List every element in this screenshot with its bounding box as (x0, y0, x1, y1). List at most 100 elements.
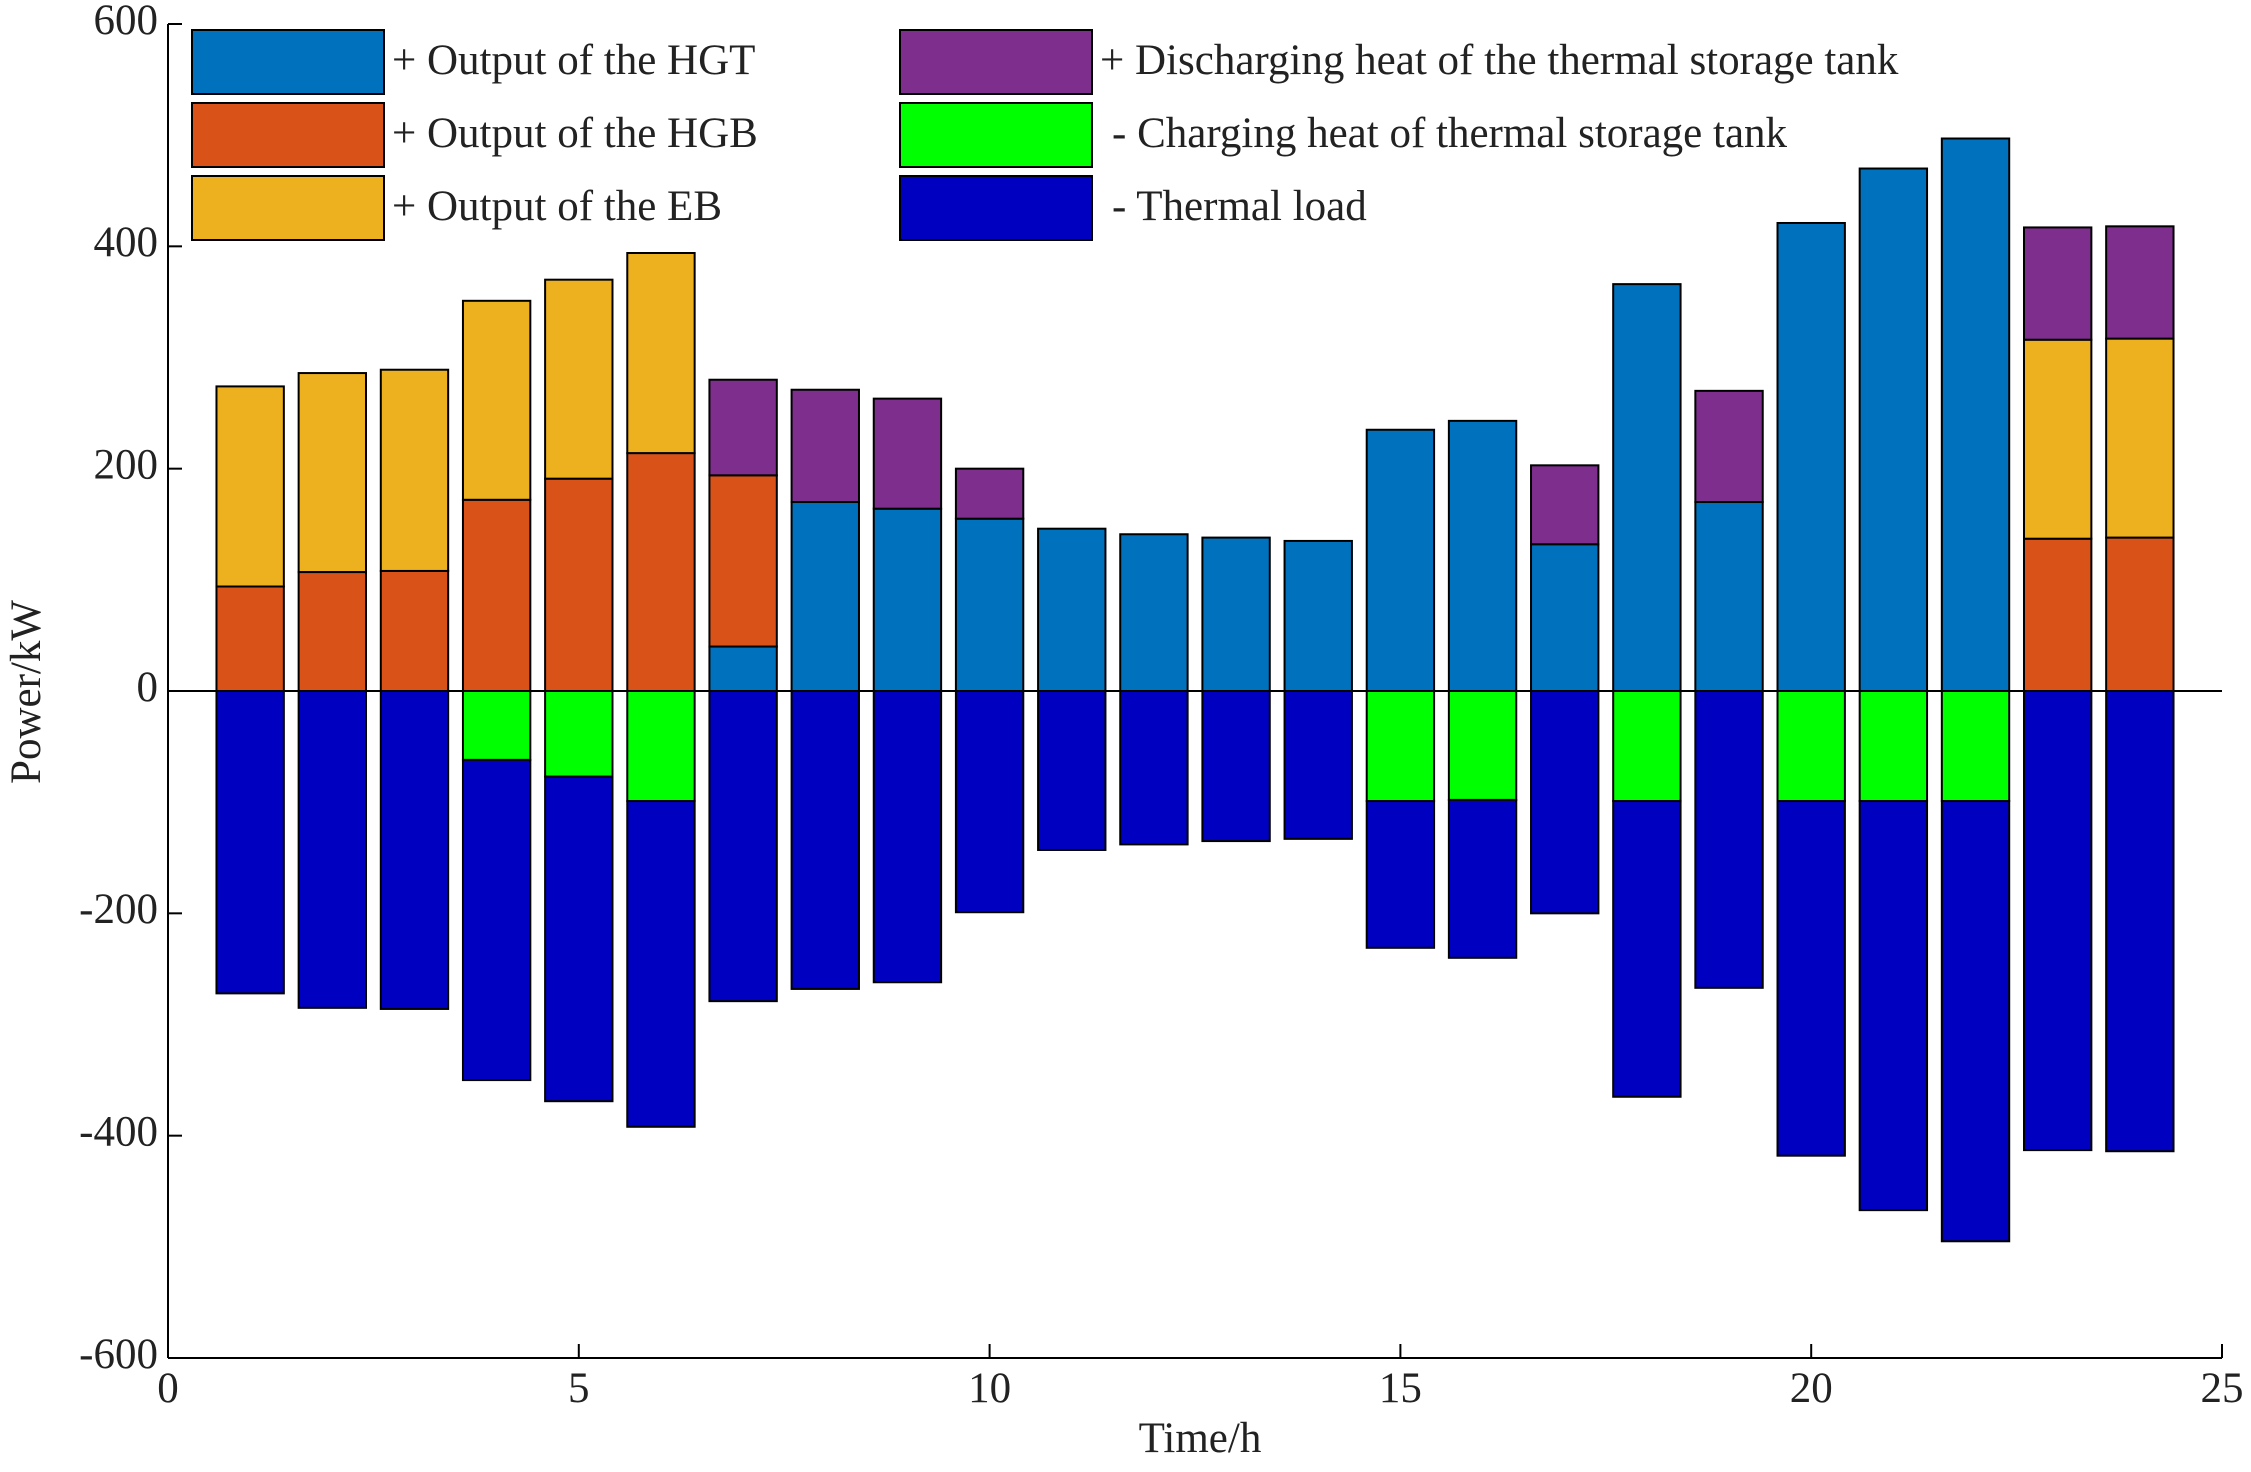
bar-segment (790, 501, 860, 692)
bar-segment (872, 690, 943, 984)
bar-segment (708, 378, 778, 477)
y-tick-label: 200 (94, 442, 159, 489)
legend-label: - Charging heat of thermal storage tank (1112, 110, 1788, 157)
bar-segment (954, 690, 1025, 914)
bar-segment (1037, 690, 1107, 851)
bar-segment (790, 690, 860, 990)
bar-segment (626, 252, 696, 455)
bar-segment (1858, 800, 1929, 1212)
bar-segment (544, 775, 614, 1103)
bar-segment (379, 368, 450, 572)
bar-segment (1201, 536, 1271, 693)
bar-segment (1776, 800, 1846, 1157)
bar-segment (2105, 690, 2175, 1153)
bar-segment (2022, 690, 2093, 1152)
bar-segment (2105, 337, 2175, 539)
bar-segment (1858, 167, 1929, 692)
bar-segment (544, 278, 614, 480)
bar-segment (461, 690, 532, 761)
bar-segment (1283, 690, 1353, 840)
bar-segment (954, 517, 1025, 692)
bar-segment (1447, 798, 1518, 959)
y-tick-label: -400 (79, 1109, 158, 1156)
bar-segment (2022, 226, 2093, 341)
bar-segment (1776, 221, 1846, 692)
bar-segment (872, 397, 943, 510)
x-tick-label: 20 (1790, 1365, 1833, 1412)
x-tick-label: 0 (157, 1365, 179, 1412)
bar-segment (1447, 690, 1518, 801)
bar-segment (1365, 428, 1436, 692)
legend-label: + Output of the HGB (392, 110, 758, 157)
legend-swatch (899, 175, 1093, 241)
y-tick-label: -200 (79, 886, 158, 933)
bar-segment (1530, 464, 1600, 546)
y-tick-label: 0 (137, 664, 159, 711)
x-axis-label: Time/h (1139, 1415, 1262, 1462)
bar-segment (626, 800, 696, 1128)
bar-segment (461, 758, 532, 1082)
bar-segment (297, 690, 368, 1009)
bar-segment (1530, 543, 1600, 693)
bar-segment (215, 690, 285, 995)
bar-segment (708, 474, 778, 648)
bar-segment (1365, 690, 1436, 803)
bar-segment (1283, 539, 1353, 692)
bar-segment (1201, 690, 1271, 843)
bar-segment (215, 385, 285, 588)
bar-segment (461, 498, 532, 692)
bar-segment (2022, 537, 2093, 692)
bar-segment (708, 690, 778, 1003)
bar-segment (708, 645, 778, 692)
bar-segment (1612, 690, 1682, 803)
y-tick-label: 600 (94, 0, 159, 44)
bar-segment (215, 585, 285, 693)
x-tick-label: 5 (568, 1365, 590, 1412)
bar-segment (790, 388, 860, 504)
legend-label: + Output of the HGT (392, 37, 755, 84)
legend-label: - Thermal load (1112, 183, 1367, 230)
legend-label: + Output of the EB (392, 183, 722, 230)
bar-segment (1530, 690, 1600, 915)
bar-segment (2105, 225, 2175, 340)
x-tick-label: 25 (2201, 1365, 2244, 1412)
bar-segment (544, 690, 614, 778)
legend-swatch (899, 102, 1093, 168)
x-tick-label: 10 (968, 1365, 1011, 1412)
legend-swatch (899, 29, 1093, 95)
bar-segment (626, 690, 696, 803)
bar-segment (954, 467, 1025, 520)
bar-segment (379, 569, 450, 692)
x-tick-label: 15 (1379, 1365, 1422, 1412)
bar-segment (544, 477, 614, 692)
bar-segment (872, 507, 943, 693)
bar-segment (1119, 690, 1189, 846)
bar-segment (1037, 527, 1107, 692)
bar-segment (1365, 800, 1436, 949)
bar-segment (1447, 419, 1518, 692)
legend-swatch (191, 102, 385, 168)
bar-segment (626, 452, 696, 692)
bar-segment (1119, 533, 1189, 692)
legend-label: + Discharging heat of the thermal storag… (1100, 37, 1899, 84)
bar-segment (1940, 800, 2011, 1243)
bar-segment (2105, 536, 2175, 693)
legend-swatch (191, 175, 385, 241)
bar-segment (297, 372, 368, 574)
y-tick-label: -600 (79, 1331, 158, 1378)
bar-segment (2022, 338, 2093, 540)
bar-segment (1858, 690, 1929, 803)
bar-segment (1776, 690, 1846, 803)
bar-segment (1694, 389, 1764, 504)
bar-segment (461, 299, 532, 501)
bar-segment (1612, 283, 1682, 692)
bar-segment (1694, 501, 1764, 692)
y-axis-label: Power/kW (3, 600, 50, 784)
bar-segment (297, 571, 368, 693)
y-tick-label: 400 (94, 219, 159, 266)
bar-segment (1940, 690, 2011, 803)
bar-segment (1694, 690, 1764, 989)
bar-segment (1940, 137, 2011, 693)
legend-swatch (191, 29, 385, 95)
